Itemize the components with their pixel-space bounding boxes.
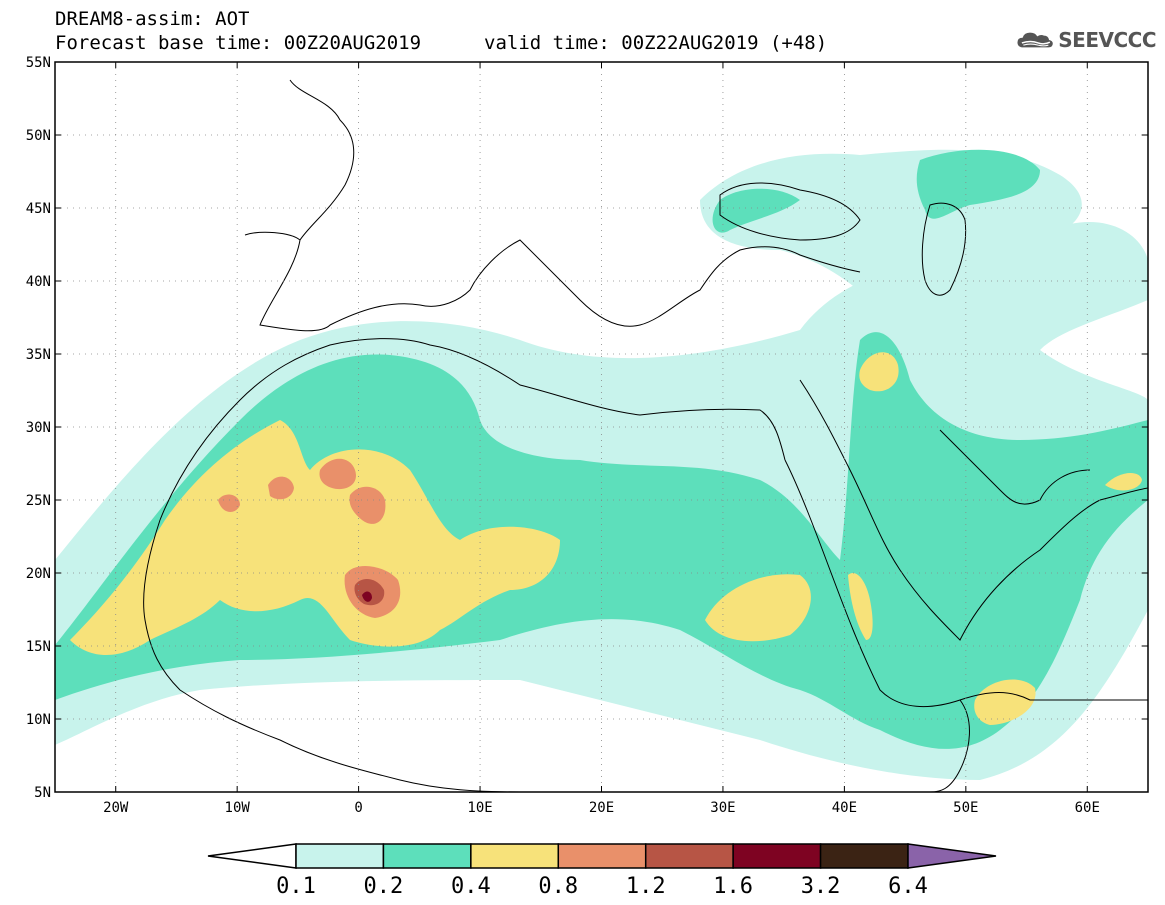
colorbar-box [819, 843, 909, 869]
colorbar-box [732, 843, 822, 869]
latitude-labels: 55N 50N 45N 40N 35N 30N 25N 20N 15N 10N 5N [26, 55, 51, 801]
lat-tick-label: 45N [26, 201, 51, 217]
aot-level-2-region-blacksea [712, 188, 800, 233]
colorbar-level-label: 0.2 [364, 874, 404, 899]
lat-tick-label: 30N [26, 420, 51, 436]
aot-level-6-region [362, 591, 372, 602]
map-title: DREAM8-assim: AOT [55, 8, 250, 30]
coastline-africa-west [143, 519, 521, 792]
lon-tick-label: 10E [467, 800, 492, 816]
longitude-labels: 20W 10W 0 10E 20E 30E 40E 50E 60E [103, 800, 1100, 816]
colorbar-box [295, 843, 385, 869]
aot-level-2-region [55, 332, 1148, 749]
aot-level-3-region-west [70, 420, 560, 655]
colorbar-level-label: 1.6 [713, 874, 753, 899]
lat-tick-label: 55N [26, 55, 51, 71]
colorbar-right-arrow [907, 843, 997, 869]
colorbar-box [470, 843, 560, 869]
colorbar-box [382, 843, 472, 869]
colorbar-box [644, 843, 734, 869]
colorbar-level-label: 1.2 [626, 874, 666, 899]
lon-tick-label: 40E [832, 800, 857, 816]
lat-tick-label: 25N [26, 493, 51, 509]
aot-level-4-region-2 [349, 486, 386, 524]
colorbar: 0.1 0.2 0.4 0.8 1.2 1.6 3.2 6.4 [207, 843, 997, 899]
lon-tick-label: 0 [354, 800, 362, 816]
coastline-africa-north [159, 338, 786, 521]
lat-tick-label: 35N [26, 347, 51, 363]
colorbar-box [557, 843, 647, 869]
aot-level-4-region-1 [319, 458, 356, 490]
aot-level-3-region-gulf [1105, 473, 1142, 491]
aot-level-3-region-iraq [859, 352, 899, 392]
lon-tick-label: 50E [953, 800, 978, 816]
colorbar-level-label: 0.4 [451, 874, 491, 899]
lat-tick-label: 40N [26, 274, 51, 290]
coastline-europe [244, 79, 861, 332]
coastline-horn [929, 699, 970, 792]
lat-tick-label: 15N [26, 639, 51, 655]
coastline-arabia [799, 379, 1148, 641]
aot-level-3-region-redsea [848, 572, 873, 640]
seevccc-logo: SEEVCCC [1016, 24, 1156, 56]
aot-level-3-region-sudan [705, 574, 811, 642]
lat-tick-label: 5N [34, 785, 51, 801]
coastlines [143, 79, 1148, 792]
cloud-icon [1017, 32, 1053, 48]
lon-tick-label: 60E [1075, 800, 1100, 816]
coastline-gulf [939, 429, 1091, 505]
logo-text: SEEVCCC [1058, 28, 1156, 52]
lat-tick-label: 20N [26, 566, 51, 582]
lat-tick-label: 10N [26, 712, 51, 728]
lon-tick-label: 30E [710, 800, 735, 816]
colorbar-left-arrow [207, 843, 297, 869]
coastline-caspian [921, 202, 967, 296]
colorbar-level-label: 0.1 [276, 874, 316, 899]
colorbar-level-label: 0.8 [538, 874, 578, 899]
colorbar-level-label: 3.2 [801, 874, 841, 899]
lon-tick-label: 20E [589, 800, 614, 816]
lon-tick-label: 10W [225, 800, 251, 816]
colorbar-level-label: 6.4 [888, 874, 928, 899]
lon-tick-label: 20W [103, 800, 129, 816]
coastline-blacksea [719, 182, 861, 241]
valid-time: valid time: 00Z22AUG2019 (+48) [484, 32, 828, 54]
graticule [55, 61, 1148, 793]
lat-tick-label: 50N [26, 128, 51, 144]
coastline-redsea [784, 459, 1148, 708]
aot-level-4-region-5 [218, 494, 240, 512]
aot-level-4-region-4 [268, 476, 294, 500]
aot-level-2-region-caspian [916, 149, 1040, 219]
forecast-base-time: Forecast base time: 00Z20AUG2019 [55, 32, 422, 54]
aot-level-3-region-somalia [974, 679, 1036, 725]
